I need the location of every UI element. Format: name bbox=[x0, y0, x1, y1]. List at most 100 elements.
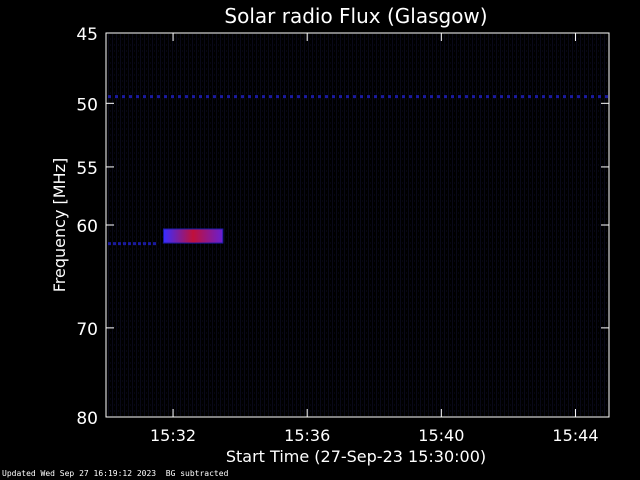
constant-band-dot bbox=[598, 95, 601, 99]
data-features bbox=[108, 95, 608, 246]
constant-band-dot bbox=[563, 95, 566, 99]
constant-band-dot bbox=[374, 95, 377, 99]
constant-band-dot bbox=[528, 95, 531, 99]
constant-band-dot bbox=[192, 95, 195, 99]
constant-band-dot bbox=[409, 95, 412, 99]
constant-band-dot bbox=[388, 95, 391, 99]
constant-band-dot bbox=[297, 95, 300, 99]
constant-band-dot bbox=[108, 95, 111, 99]
y-tick-label: 50 bbox=[76, 95, 98, 115]
constant-band-dot bbox=[178, 95, 181, 99]
y-tick-label: 70 bbox=[76, 320, 98, 340]
constant-band-dot bbox=[164, 95, 167, 99]
constant-band-dot bbox=[269, 95, 272, 99]
constant-band-dot bbox=[262, 95, 265, 99]
constant-band-dot bbox=[276, 95, 279, 99]
constant-band-dot bbox=[500, 95, 503, 99]
footer-updated: Updated Wed Sep 27 16:19:12 2023 bbox=[2, 469, 157, 478]
constant-band-dot bbox=[311, 95, 314, 99]
constant-band-dot bbox=[353, 95, 356, 99]
x-axis-label: Start Time (27-Sep-23 15:30:00) bbox=[226, 447, 486, 466]
constant-band-dot bbox=[115, 95, 118, 99]
y-tick-label: 80 bbox=[76, 409, 98, 429]
constant-band-dot bbox=[486, 95, 489, 99]
constant-band-dot bbox=[416, 95, 419, 99]
burst-precursor-dot bbox=[123, 242, 126, 246]
constant-band-dot bbox=[304, 95, 307, 99]
constant-band-dot bbox=[570, 95, 573, 99]
constant-band-dot bbox=[241, 95, 244, 99]
burst-precursor-dot bbox=[108, 242, 111, 246]
constant-band-dot bbox=[171, 95, 174, 99]
constant-band-dot bbox=[185, 95, 188, 99]
constant-band-dot bbox=[521, 95, 524, 99]
constant-band-dot bbox=[591, 95, 594, 99]
x-tick-label: 15:36 bbox=[284, 426, 330, 445]
y-axis: 45 50 55 60 70 80 bbox=[76, 25, 609, 429]
constant-band-dot bbox=[318, 95, 321, 99]
constant-band-dot bbox=[129, 95, 132, 99]
chart-title: Solar radio Flux (Glasgow) bbox=[224, 4, 487, 28]
constant-band-dot bbox=[458, 95, 461, 99]
constant-band-dot bbox=[430, 95, 433, 99]
x-tick-label: 15:32 bbox=[150, 426, 196, 445]
constant-band-dot bbox=[283, 95, 286, 99]
y-axis-label: Frequency [MHz] bbox=[50, 158, 69, 292]
burst bbox=[164, 229, 223, 243]
constant-band-dot bbox=[395, 95, 398, 99]
constant-band-dot bbox=[136, 95, 139, 99]
constant-band-dot bbox=[255, 95, 258, 99]
x-tick-label: 15:44 bbox=[552, 426, 598, 445]
constant-band-dot bbox=[213, 95, 216, 99]
x-axis: 15:32 15:36 15:40 15:44 bbox=[150, 33, 599, 445]
constant-band-dot bbox=[220, 95, 223, 99]
constant-band-dot bbox=[157, 95, 160, 99]
constant-band-dot bbox=[549, 95, 552, 99]
constant-band-dot bbox=[339, 95, 342, 99]
constant-band-dot bbox=[227, 95, 230, 99]
constant-band-dot bbox=[577, 95, 580, 99]
constant-band-dot bbox=[367, 95, 370, 99]
constant-band-dot bbox=[150, 95, 153, 99]
background-noise bbox=[107, 34, 608, 416]
burst-precursor-dot bbox=[113, 242, 116, 246]
y-tick-label: 55 bbox=[76, 159, 98, 179]
constant-band-dot bbox=[514, 95, 517, 99]
constant-band-dot bbox=[556, 95, 559, 99]
burst-precursor-dot bbox=[143, 242, 146, 246]
burst-precursor-dot bbox=[153, 242, 156, 246]
burst-precursor-dot bbox=[118, 242, 121, 246]
x-tick-label: 15:40 bbox=[418, 426, 464, 445]
constant-band-dot bbox=[542, 95, 545, 99]
constant-band-dot bbox=[479, 95, 482, 99]
y-tick-label: 60 bbox=[76, 217, 98, 237]
footer-note: BG subtracted bbox=[165, 469, 229, 478]
constant-band-dot bbox=[143, 95, 146, 99]
constant-band-dot bbox=[234, 95, 237, 99]
constant-band-dot bbox=[199, 95, 202, 99]
constant-band-dot bbox=[122, 95, 125, 99]
constant-band-dot bbox=[451, 95, 454, 99]
burst-precursor-dot bbox=[128, 242, 131, 246]
footer: Updated Wed Sep 27 16:19:12 2023 BG subt… bbox=[2, 469, 228, 478]
constant-band-dot bbox=[493, 95, 496, 99]
constant-band-dot bbox=[332, 95, 335, 99]
constant-band-dot bbox=[472, 95, 475, 99]
constant-band-dot bbox=[290, 95, 293, 99]
constant-band-dot bbox=[465, 95, 468, 99]
constant-band-dot bbox=[248, 95, 251, 99]
burst-precursor-dot bbox=[148, 242, 151, 246]
burst-precursor-dot bbox=[138, 242, 141, 246]
constant-band-dot bbox=[507, 95, 510, 99]
constant-band-dot bbox=[444, 95, 447, 99]
burst-precursor-dot bbox=[133, 242, 136, 246]
constant-band-dot bbox=[437, 95, 440, 99]
constant-band-dot bbox=[402, 95, 405, 99]
constant-band-dot bbox=[535, 95, 538, 99]
constant-band-dot bbox=[346, 95, 349, 99]
constant-band-dot bbox=[206, 95, 209, 99]
constant-band-dot bbox=[605, 95, 608, 99]
constant-band-dot bbox=[423, 95, 426, 99]
constant-band-dot bbox=[381, 95, 384, 99]
